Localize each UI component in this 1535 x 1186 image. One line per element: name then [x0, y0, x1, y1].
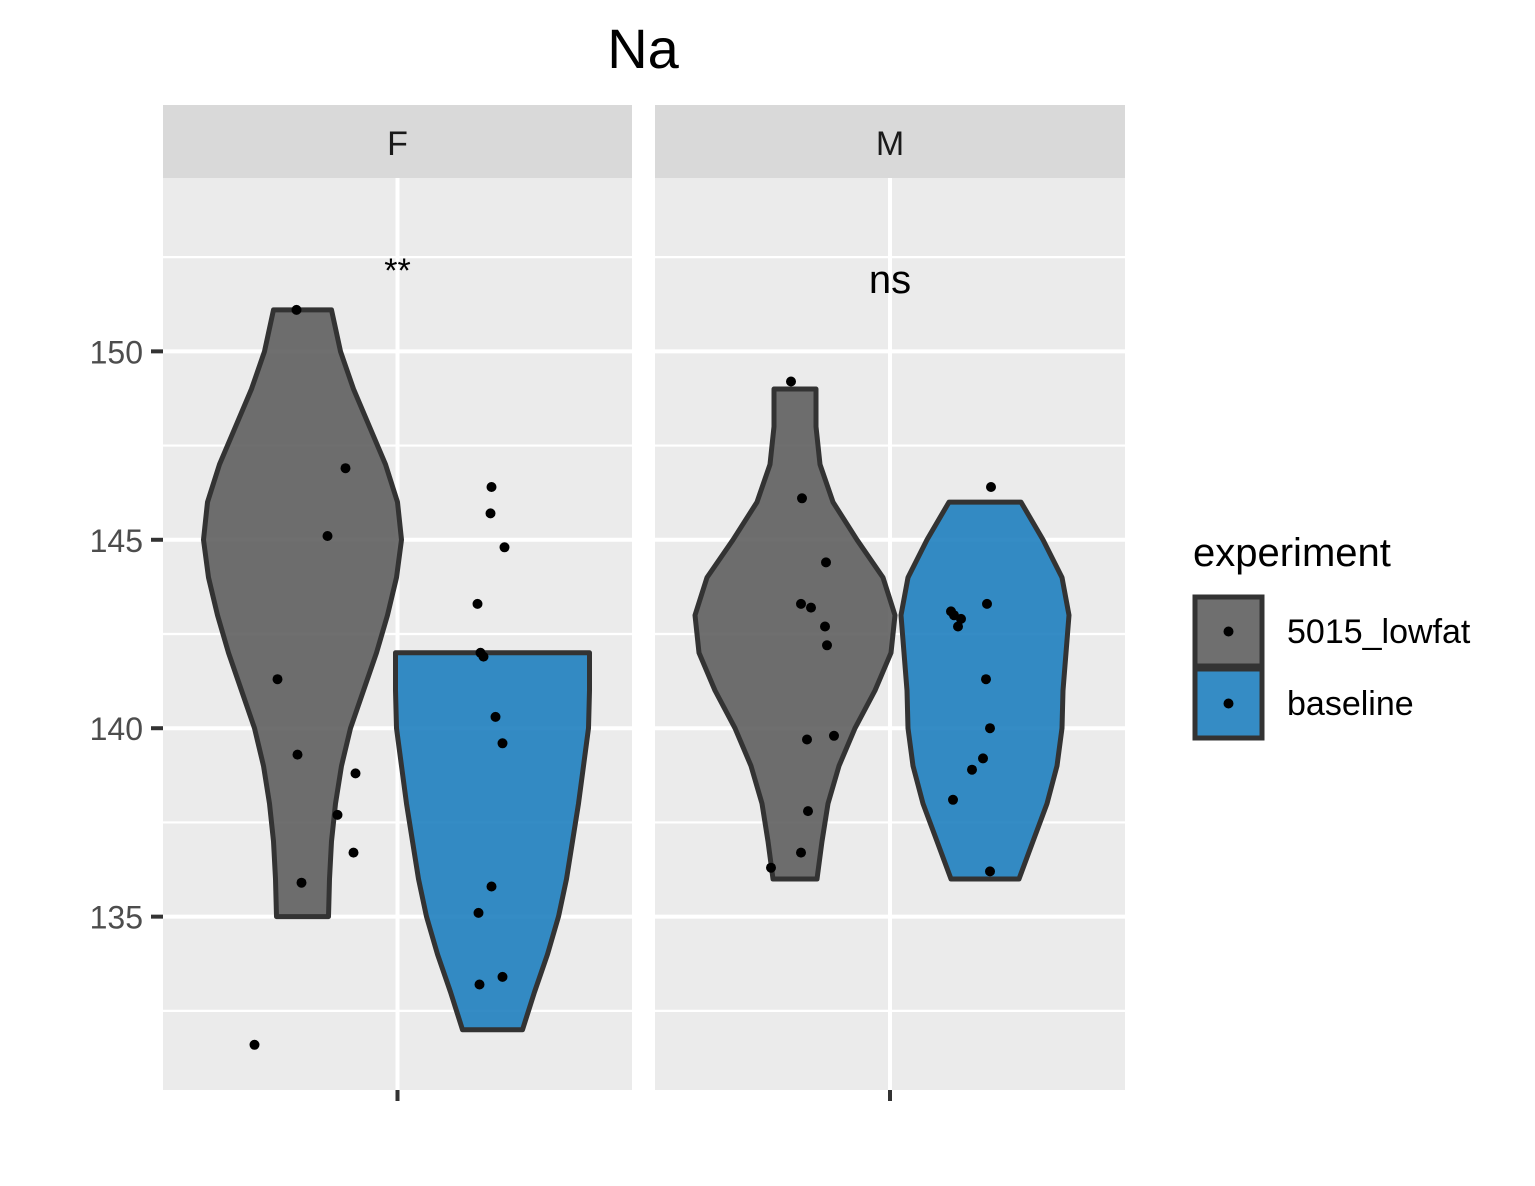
legend-key-point	[1223, 698, 1234, 709]
data-point-baseline	[981, 674, 991, 685]
data-point-5015-lowfat	[766, 862, 776, 873]
data-point-baseline	[986, 482, 996, 492]
y-tick-label: 140	[90, 711, 143, 747]
legend-title: experiment	[1193, 531, 1391, 575]
data-point-baseline	[956, 613, 966, 624]
data-point-5015-lowfat	[797, 493, 807, 504]
violin-5015-lowfat	[201, 307, 404, 920]
data-point-5015-lowfat	[803, 806, 813, 817]
legend-label-baseline: baseline	[1287, 685, 1414, 723]
data-point-5015-lowfat	[802, 734, 812, 745]
data-point-5015-lowfat	[350, 768, 361, 779]
data-point-5015-lowfat	[249, 1039, 260, 1050]
chart-title: Na	[607, 17, 679, 80]
legend: experiment 5015_lowfat baseline	[1192, 531, 1471, 741]
data-point-5015-lowfat	[796, 847, 806, 858]
data-point-5015-lowfat	[796, 598, 806, 609]
data-point-baseline	[473, 907, 484, 918]
y-tick-label: 145	[90, 523, 143, 559]
data-point-baseline	[485, 508, 496, 519]
data-point-baseline	[490, 711, 501, 722]
data-point-baseline	[948, 794, 958, 805]
data-point-5015-lowfat	[296, 877, 307, 888]
data-point-baseline	[478, 651, 489, 662]
data-point-baseline	[486, 482, 497, 492]
y-tick-label: 135	[90, 900, 143, 936]
violin-baseline	[393, 650, 592, 1033]
data-point-baseline	[497, 971, 508, 982]
data-point-baseline	[967, 764, 977, 775]
facet-panel-m: Mns	[655, 105, 1125, 1101]
significance-label: **	[384, 252, 410, 290]
data-point-5015-lowfat	[292, 749, 303, 760]
data-point-baseline	[982, 598, 992, 609]
y-axis: 135 140 145 150	[90, 334, 163, 936]
data-point-5015-lowfat	[820, 621, 830, 632]
data-point-baseline	[486, 881, 497, 892]
legend-label-5015-lowfat: 5015_lowfat	[1287, 613, 1471, 651]
data-point-5015-lowfat	[291, 304, 302, 315]
facet-strip	[163, 105, 632, 178]
data-point-5015-lowfat	[332, 809, 343, 820]
data-point-baseline	[978, 753, 988, 764]
data-point-5015-lowfat	[272, 674, 283, 685]
data-point-baseline	[985, 866, 995, 877]
data-point-5015-lowfat	[806, 602, 816, 613]
facet-strip-label: F	[387, 125, 408, 163]
facet-panel-f: F **	[163, 105, 632, 1101]
violin-5015-lowfat	[692, 386, 898, 882]
facet-strip	[655, 105, 1125, 178]
data-point-5015-lowfat	[786, 376, 796, 387]
legend-key-point	[1223, 626, 1234, 637]
data-point-baseline	[497, 738, 508, 749]
data-point-5015-lowfat	[322, 531, 333, 541]
violin-baseline	[898, 499, 1072, 882]
data-point-5015-lowfat	[822, 640, 832, 651]
data-point-5015-lowfat	[829, 730, 839, 741]
data-point-baseline	[474, 979, 485, 990]
data-point-baseline	[985, 723, 995, 734]
data-point-5015-lowfat	[821, 557, 831, 568]
data-point-baseline	[499, 542, 510, 553]
y-tick-label: 150	[90, 334, 143, 370]
data-point-baseline	[472, 598, 483, 609]
data-point-5015-lowfat	[340, 463, 351, 474]
facet-strip-label: M	[876, 125, 904, 163]
data-point-5015-lowfat	[348, 847, 359, 858]
significance-label: ns	[869, 258, 911, 302]
data-point-baseline	[953, 621, 963, 632]
